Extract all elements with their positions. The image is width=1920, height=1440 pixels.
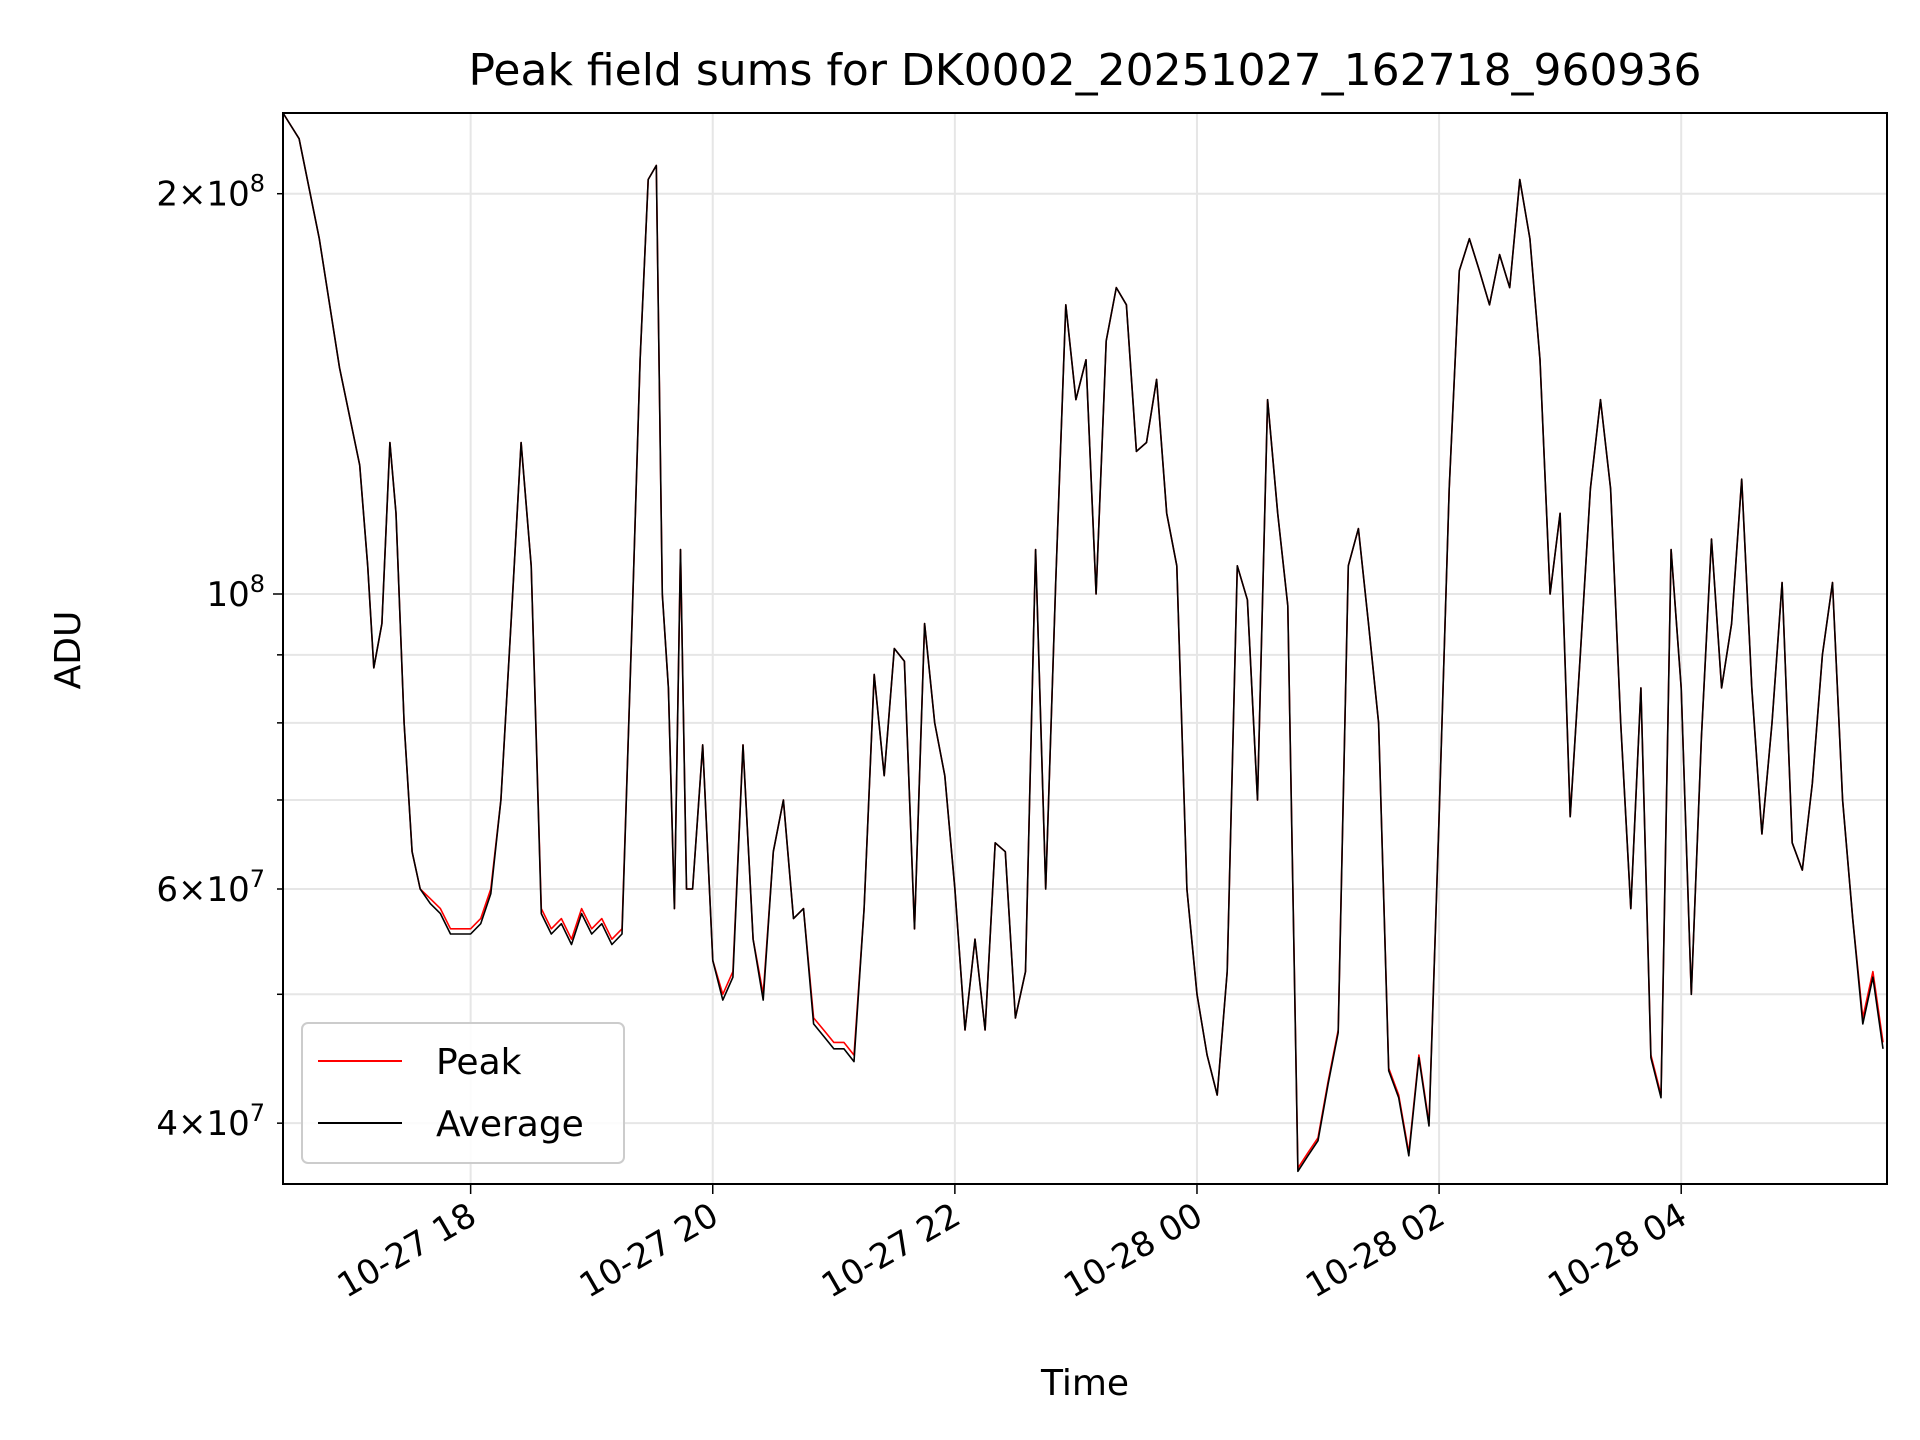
grid-layer bbox=[283, 113, 1887, 1184]
y-tick-label: 6×107 bbox=[156, 865, 265, 910]
y-axis-label: ADU bbox=[48, 611, 89, 690]
legend-label-peak: Peak bbox=[436, 1042, 522, 1083]
legend: Peak Average bbox=[301, 1022, 625, 1164]
series-layer bbox=[282, 112, 1884, 1173]
legend-label-average: Average bbox=[436, 1104, 584, 1145]
x-axis-label: Time bbox=[1040, 1363, 1129, 1404]
y-tick-label: 108 bbox=[206, 570, 265, 615]
axes-frame bbox=[282, 112, 1888, 1185]
legend-box bbox=[301, 1022, 625, 1164]
chart-title: Peak field sums for DK0002_20251027_1627… bbox=[468, 45, 1701, 96]
plot-area bbox=[283, 113, 1887, 1184]
y-tick-label: 4×107 bbox=[156, 1099, 265, 1144]
y-tick-layer: 4×107 6×107 108 2×108 bbox=[156, 170, 283, 1144]
series-line-average bbox=[282, 112, 1884, 1173]
y-tick-label: 2×108 bbox=[156, 170, 265, 215]
